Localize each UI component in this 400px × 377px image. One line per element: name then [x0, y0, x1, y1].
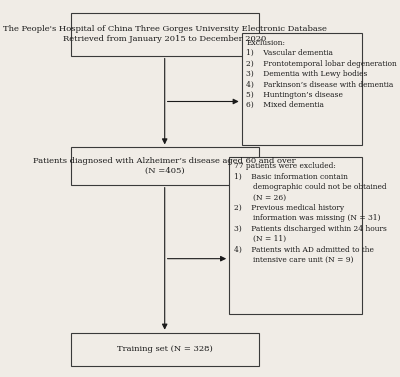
Text: The People's Hospital of China Three Gorges University Electronic Database
Retri: The People's Hospital of China Three Gor… — [3, 25, 327, 43]
FancyBboxPatch shape — [229, 157, 362, 314]
FancyBboxPatch shape — [70, 12, 259, 56]
Text: Exclusion:
1)    Vascular dementia
2)    Frontotemporal lobar degeneration
3)   : Exclusion: 1) Vascular dementia 2) Front… — [246, 39, 397, 109]
FancyBboxPatch shape — [242, 33, 362, 146]
FancyBboxPatch shape — [70, 147, 259, 185]
Text: Patients diagnosed with Alzheimer’s disease aged 60 and over
(N =405): Patients diagnosed with Alzheimer’s dise… — [33, 157, 296, 175]
Text: 77 patients were excluded:
1)    Basic information contain
        demographic c: 77 patients were excluded: 1) Basic info… — [234, 162, 387, 264]
Text: Training set (N = 328): Training set (N = 328) — [117, 345, 212, 353]
FancyBboxPatch shape — [70, 333, 259, 366]
